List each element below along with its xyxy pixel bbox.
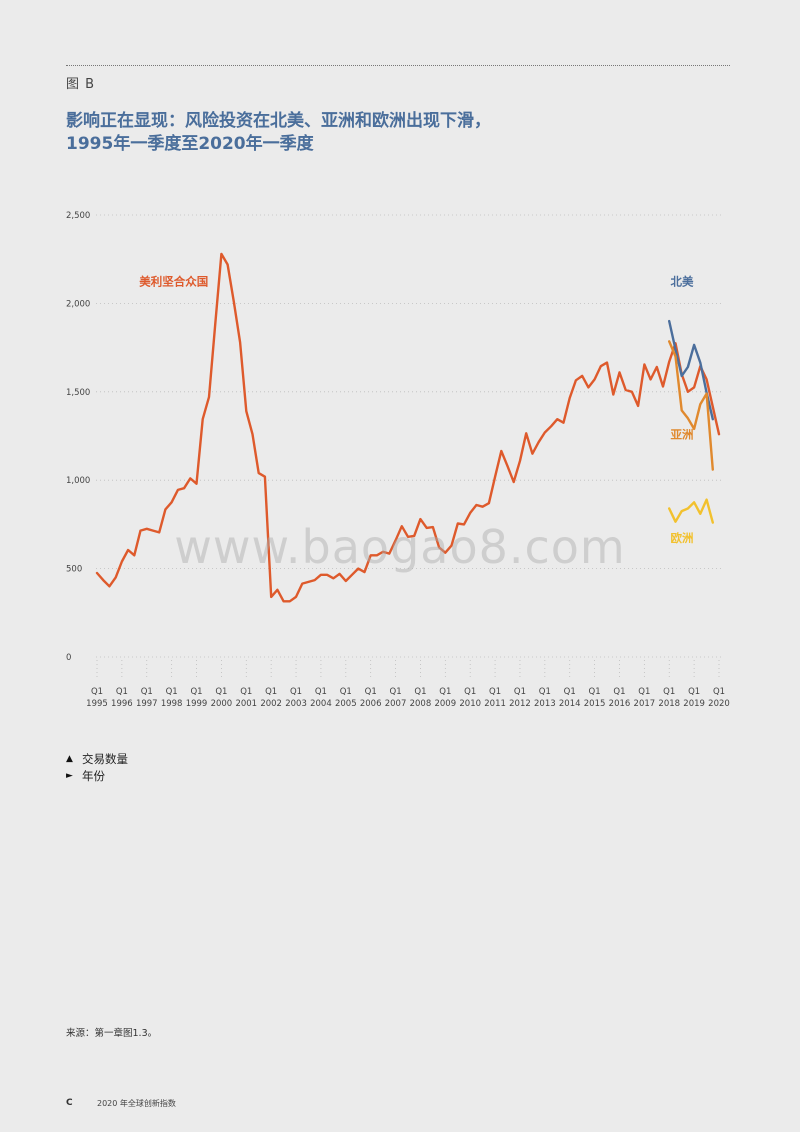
series-label-2: 亚洲 — [670, 428, 693, 442]
legend-label-year: 年份 — [82, 769, 105, 783]
x-tick-year-label: 2018 — [658, 699, 680, 709]
x-tick-year-label: 2007 — [385, 699, 407, 709]
x-tick-year-label: 2001 — [235, 699, 257, 709]
chart-title: 影响正在显现：风险投资在北美、亚洲和欧洲出现下滑， 1995年一季度至2020年… — [66, 110, 746, 156]
x-tick-quarter-label: Q1 — [514, 687, 526, 697]
x-tick-year-label: 2016 — [609, 699, 631, 709]
x-tick-year-label: 2011 — [484, 699, 506, 709]
x-tick-quarter-label: Q1 — [265, 687, 277, 697]
x-tick-quarter-label: Q1 — [638, 687, 650, 697]
x-tick-year-label: 1996 — [111, 699, 133, 709]
y-tick-label: 500 — [66, 565, 82, 575]
x-tick-quarter-label: Q1 — [439, 687, 451, 697]
series-label-0: 美利坚合众国 — [139, 275, 208, 289]
x-tick-quarter-label: Q1 — [489, 687, 501, 697]
x-tick-year-label: 2013 — [534, 699, 556, 709]
legend-item-year: ► 年份 — [66, 768, 128, 785]
legend: ▲ 交易数量 ► 年份 — [66, 751, 128, 785]
footer-page-letter: C — [66, 1098, 73, 1108]
y-tick-label: 1,000 — [66, 476, 90, 486]
x-tick-year-label: 2015 — [584, 699, 606, 709]
x-tick-quarter-label: Q1 — [365, 687, 377, 697]
series-label-3: 欧洲 — [670, 531, 693, 545]
line-chart: 0 500 1,000 1,500 2,000 2,500 Q1 1995 Q1 1996 Q1 19… — [66, 211, 730, 709]
series-line-3 — [668, 498, 714, 524]
x-tick-quarter-label: Q1 — [688, 687, 700, 697]
x-tick-year-label: 2019 — [683, 699, 705, 709]
legend-item-deals: ▲ 交易数量 — [66, 751, 128, 768]
y-tick-label: 0 — [66, 653, 71, 663]
x-tick-year-label: 2004 — [310, 699, 332, 709]
footer-publication: 2020 年全球创新指数 — [97, 1099, 176, 1108]
x-tick-year-label: 2012 — [509, 699, 531, 709]
x-tick-year-label: 2009 — [434, 699, 456, 709]
x-tick-year-label: 2010 — [459, 699, 481, 709]
x-tick-year-label: 1999 — [186, 699, 208, 709]
x-tick-year-label: 2008 — [410, 699, 432, 709]
x-tick-quarter-label: Q1 — [613, 687, 625, 697]
x-tick-year-label: 2005 — [335, 699, 357, 709]
top-divider — [66, 65, 730, 66]
series-label-1: 北美 — [670, 275, 693, 289]
x-tick-year-label: 1998 — [161, 699, 183, 709]
x-tick-quarter-label: Q1 — [390, 687, 402, 697]
x-tick-year-label: 2017 — [634, 699, 656, 709]
x-tick-quarter-label: Q1 — [190, 687, 202, 697]
chart-title-line-1: 影响正在显现：风险投资在北美、亚洲和欧洲出现下滑， — [66, 111, 491, 131]
triangle-right-icon: ► — [66, 771, 73, 781]
x-tick-year-label: 2003 — [285, 699, 307, 709]
x-tick-year-label: 1995 — [86, 699, 108, 709]
x-tick-quarter-label: Q1 — [464, 687, 476, 697]
x-tick-year-label: 1997 — [136, 699, 158, 709]
series-line-2 — [668, 340, 714, 471]
x-tick-quarter-label: Q1 — [290, 687, 302, 697]
x-tick-year-label: 2000 — [211, 699, 233, 709]
chart-title-line-2: 1995年一季度至2020年一季度 — [66, 134, 314, 154]
y-tick-label: 1,500 — [66, 388, 90, 398]
x-tick-quarter-label: Q1 — [91, 687, 103, 697]
x-tick-quarter-label: Q1 — [564, 687, 576, 697]
x-tick-quarter-label: Q1 — [414, 687, 426, 697]
x-tick-year-label: 2002 — [260, 699, 282, 709]
x-tick-quarter-label: Q1 — [240, 687, 252, 697]
legend-label-deals: 交易数量 — [82, 752, 128, 766]
x-tick-quarter-label: Q1 — [116, 687, 128, 697]
series-line-0 — [95, 252, 721, 603]
x-tick-quarter-label: Q1 — [141, 687, 153, 697]
figure-label: 图 B — [66, 77, 96, 92]
series-line-1 — [668, 319, 714, 421]
y-tick-label: 2,000 — [66, 299, 90, 309]
x-tick-year-label: 2014 — [559, 699, 581, 709]
x-tick-quarter-label: Q1 — [166, 687, 178, 697]
x-tick-quarter-label: Q1 — [589, 687, 601, 697]
x-tick-year-label: 2006 — [360, 699, 382, 709]
x-tick-year-label: 2020 — [708, 699, 730, 709]
x-tick-quarter-label: Q1 — [340, 687, 352, 697]
x-tick-quarter-label: Q1 — [215, 687, 227, 697]
source-note: 来源：第一章图1.3。 — [66, 1028, 158, 1039]
x-tick-quarter-label: Q1 — [539, 687, 551, 697]
x-tick-quarter-label: Q1 — [663, 687, 675, 697]
x-tick-quarter-label: Q1 — [713, 687, 725, 697]
x-tick-quarter-label: Q1 — [315, 687, 327, 697]
triangle-up-icon: ▲ — [66, 754, 73, 764]
y-tick-label: 2,500 — [66, 211, 90, 221]
